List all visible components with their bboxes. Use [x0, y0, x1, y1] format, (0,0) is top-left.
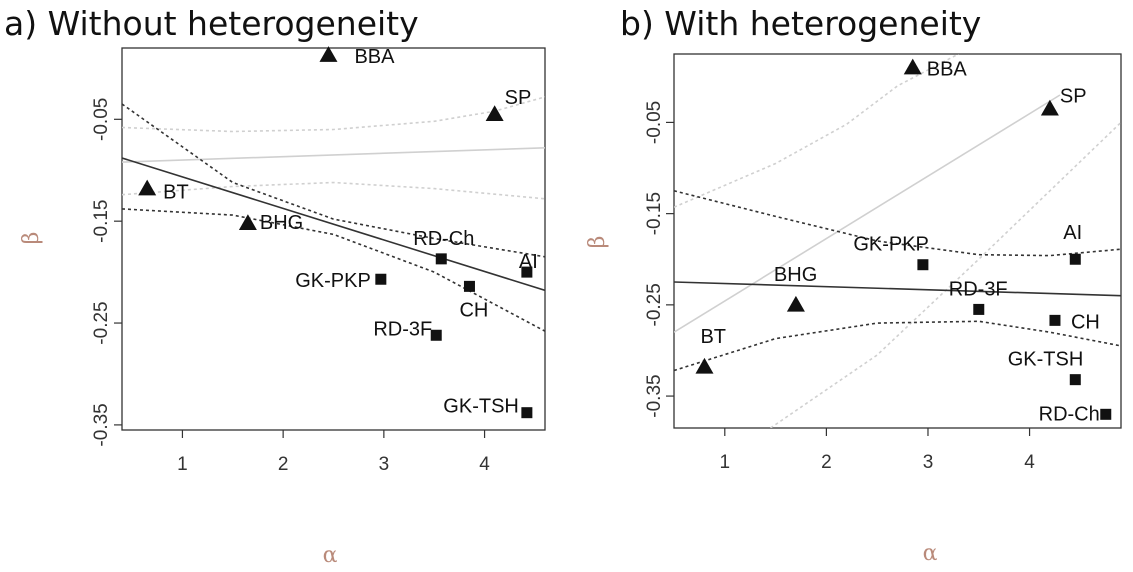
point-label: BHG [260, 212, 303, 234]
plot-frame [121, 47, 546, 431]
confidence-band-line [122, 96, 545, 133]
point-label: RD-3F [949, 278, 1008, 300]
point-marker-square [521, 407, 533, 419]
point-label: BT [700, 326, 726, 348]
point-label: AI [1063, 222, 1082, 244]
y-tick-label: -0.05 [91, 98, 112, 141]
point-label: RD-3F [373, 318, 432, 340]
point-label: GK-PKP [853, 234, 929, 256]
y-tick-label: -0.15 [644, 192, 665, 235]
panel-b-title: b) With heterogeneity [620, 4, 982, 43]
point-label: BHG [774, 264, 817, 286]
point-marker-square [917, 259, 929, 271]
x-tick-label: 4 [479, 454, 490, 475]
point-label: BBA [354, 46, 395, 68]
point-marker-triangle [238, 214, 257, 230]
point-label: GK-PKP [295, 270, 371, 292]
x-tick-label: 2 [821, 452, 832, 473]
x-axis-title: α [923, 541, 938, 566]
regression-line [674, 94, 1061, 333]
point-marker-square [973, 303, 985, 315]
point-label: SP [1060, 86, 1087, 108]
point-marker-triangle [485, 105, 504, 121]
panel-a: a) Without heterogeneity 1 2 3 4 -0.05 -0.15 -… [0, 0, 560, 572]
point-label: CH [1071, 311, 1100, 333]
x-tick-label: 4 [1024, 452, 1035, 473]
x-tick-label: 3 [923, 452, 934, 473]
point-marker-square [1069, 253, 1081, 265]
confidence-band-line [674, 54, 959, 208]
x-axis-title: α [323, 543, 338, 568]
point-marker-triangle [138, 179, 157, 196]
y-tick-label: -0.05 [644, 101, 665, 144]
point-label: CH [459, 299, 488, 321]
point-marker-triangle [1040, 99, 1059, 116]
point-marker-triangle [903, 58, 922, 75]
chart-b: 1 2 3 4 -0.05 -0.15 -0.25 -0.35 α β BBA SP AI GK-PKP B… [585, 53, 1122, 566]
point-marker-triangle [786, 295, 805, 312]
point-marker-triangle [695, 357, 714, 374]
point-marker-square [1100, 408, 1112, 420]
x-tick-label: 1 [177, 454, 188, 475]
y-tick-label: -0.25 [644, 283, 665, 326]
x-tick-label: 2 [278, 454, 289, 475]
point-marker-square [521, 266, 533, 278]
confidence-band-line [122, 103, 545, 258]
confidence-band-line [674, 190, 1121, 257]
confidence-band-line [674, 320, 1121, 372]
confidence-band-line [770, 121, 1121, 428]
x-tick-label: 1 [720, 452, 731, 473]
point-marker-triangle [319, 46, 338, 62]
plot-frame [673, 53, 1122, 429]
point-label: BT [163, 182, 189, 204]
point-label: RD-Ch [1039, 403, 1100, 425]
point-label: RD-Ch [413, 228, 474, 250]
panel-b: b) With heterogeneity 1 2 3 4 -0.05 -0.15 -0.2… [566, 0, 1133, 572]
point-marker-square [435, 253, 447, 265]
regression-line [674, 281, 1121, 297]
point-marker-square [1049, 314, 1061, 326]
y-axis-title: β [19, 232, 44, 245]
chart-a: 1 2 3 4 -0.05 -0.15 -0.25 -0.35 α β BBA SP BT BHG RD-C… [19, 46, 546, 568]
point-marker-square [375, 273, 387, 285]
point-label: SP [505, 87, 532, 109]
y-tick-label: -0.35 [644, 374, 665, 417]
y-tick-label: -0.25 [91, 301, 112, 344]
point-label: GK-TSH [443, 396, 519, 418]
x-tick-label: 3 [379, 454, 390, 475]
point-marker-square [430, 329, 442, 341]
regression-line [122, 147, 545, 163]
point-marker-square [1069, 374, 1081, 386]
point-label: BBA [927, 59, 968, 81]
panel-a-title: a) Without heterogeneity [4, 4, 419, 43]
confidence-band-line [122, 181, 545, 200]
point-label: GK-TSH [1008, 349, 1084, 371]
y-tick-label: -0.35 [91, 403, 112, 446]
point-label: AI [519, 251, 538, 273]
regression-line [122, 157, 545, 292]
y-axis-title: β [585, 236, 610, 249]
y-tick-label: -0.15 [91, 200, 112, 243]
point-marker-square [463, 280, 475, 292]
